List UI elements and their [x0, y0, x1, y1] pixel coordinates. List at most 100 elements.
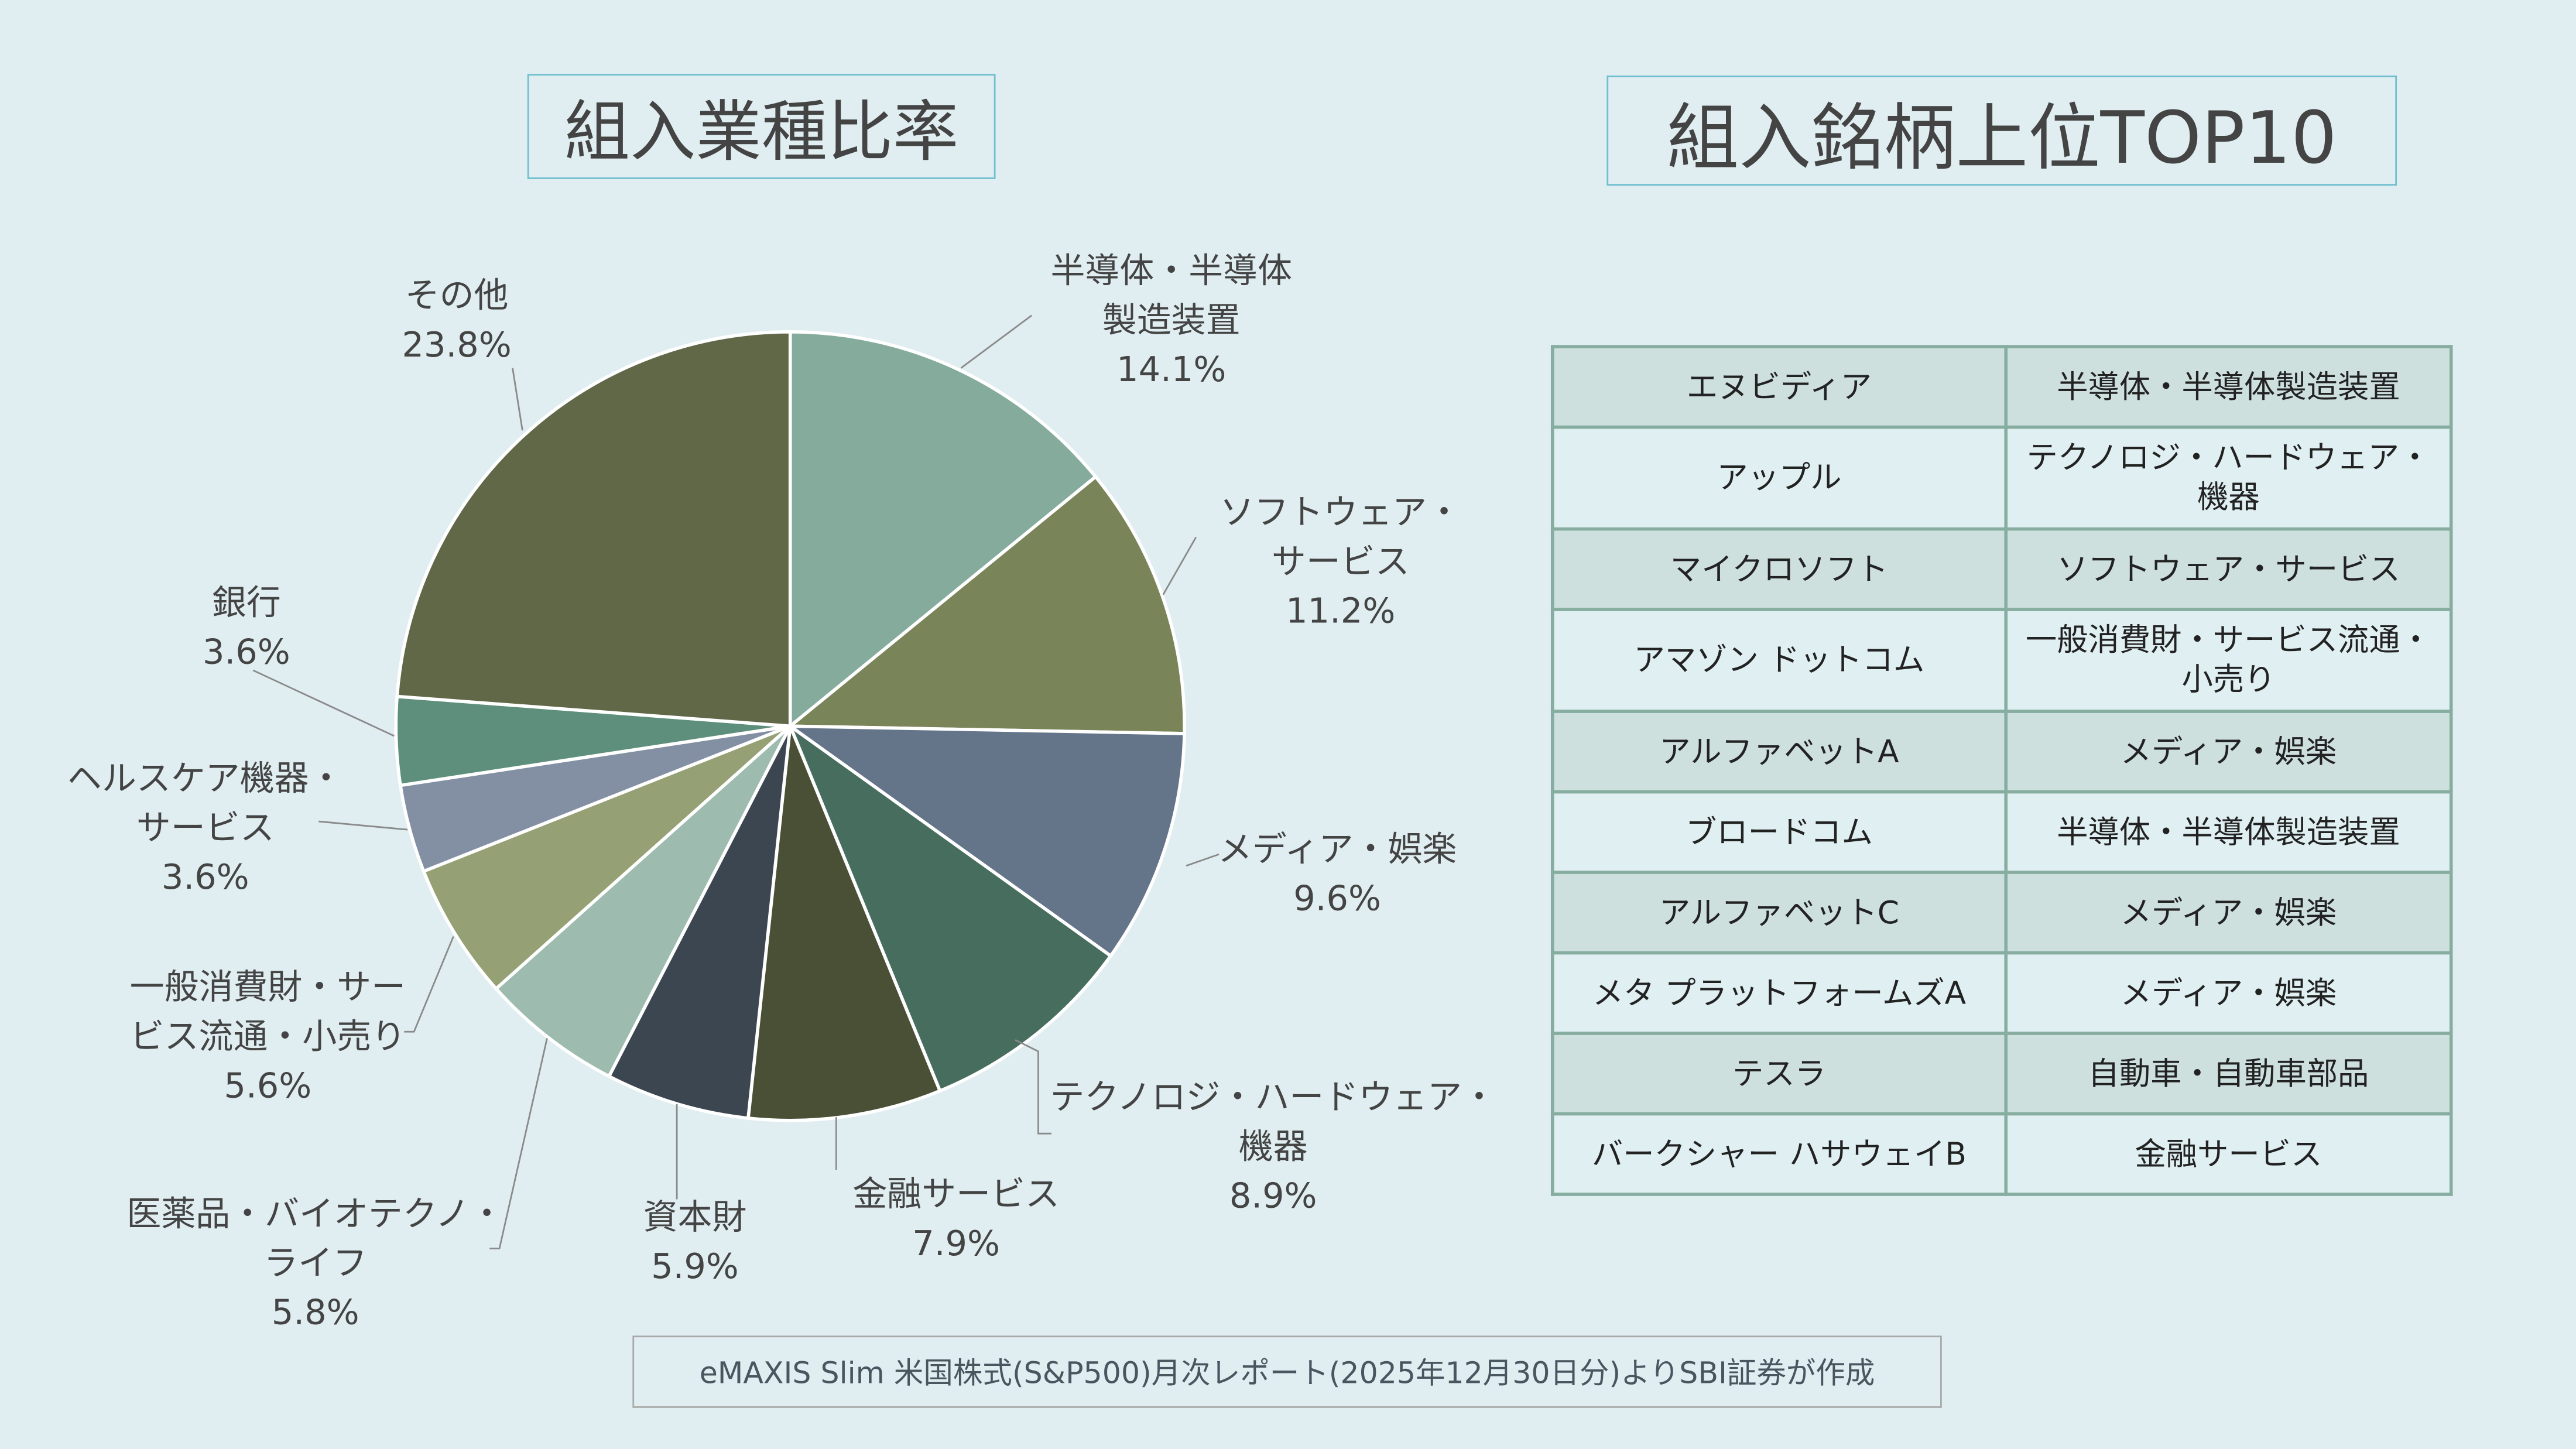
stock-sector: 自動車・自動車部品 — [2004, 1032, 2453, 1116]
table-row: アルファベットA メディア・娯楽 — [1550, 710, 2453, 794]
slice-label: 半導体・半導体 製造装置 14.1% — [1051, 246, 1292, 395]
slice-label-text: サービス — [136, 808, 275, 848]
stock-name: エヌビディア — [1550, 345, 2008, 429]
table-row: バークシャー ハサウェイB 金融サービス — [1550, 1112, 2453, 1196]
leader-line — [404, 936, 454, 1033]
slice-label-text: サービス — [1271, 542, 1410, 582]
pie-slice — [786, 721, 1113, 1093]
table-row: マイクロソフト ソフトウェア・サービス — [1550, 527, 2453, 611]
pie-slice — [494, 725, 792, 1079]
table-row: エヌビディア 半導体・半導体製造装置 — [1550, 345, 2453, 429]
slice-label: 資本財 5.9% — [643, 1193, 747, 1291]
leader-line — [489, 1038, 548, 1250]
stock-sector: メディア・娯楽 — [2004, 871, 2453, 955]
slice-label-text: ヘルスケア機器・ — [67, 759, 344, 799]
slice-label: メディア・娯楽 9.6% — [1218, 825, 1457, 923]
slice-value: 3.6% — [203, 632, 290, 672]
slice-value: 7.9% — [912, 1224, 1000, 1263]
slice-value: 9.6% — [1293, 879, 1382, 919]
slice-label: その他 23.8% — [402, 271, 511, 369]
table-row: テスラ 自動車・自動車部品 — [1550, 1032, 2453, 1116]
slice-label: ヘルスケア機器・ サービス 3.6% — [67, 754, 343, 902]
slice-value: 5.9% — [651, 1246, 739, 1287]
slice-value: 14.1% — [1116, 350, 1227, 390]
slice-value: 11.2% — [1286, 591, 1396, 631]
pie-slice — [786, 474, 1186, 735]
slice-value: 8.9% — [1229, 1176, 1317, 1216]
sector-line: メディア・娯楽 — [2120, 975, 2337, 1012]
stock-name: メタ プラットフォームズA — [1550, 951, 2008, 1035]
sector-line: メディア・娯楽 — [2120, 733, 2337, 770]
sector-line: 半導体・半導体製造装置 — [2057, 814, 2400, 851]
stock-name: アルファベットC — [1550, 871, 2008, 955]
leader-line — [318, 820, 408, 831]
sector-line: テクノロジ・ハードウェア・ — [2026, 440, 2431, 477]
pie-slice — [421, 724, 792, 991]
table-row: メタ プラットフォームズA メディア・娯楽 — [1550, 951, 2453, 1035]
leader-line — [512, 368, 523, 431]
stock-sector: テクノロジ・ハードウェア・ 機器 — [2004, 425, 2453, 531]
table-row: アップル テクノロジ・ハードウェア・ 機器 — [1550, 425, 2453, 531]
leader-line — [960, 314, 1033, 369]
stock-name: アマゾン ドットコム — [1550, 608, 2008, 713]
table-row: アマゾン ドットコム 一般消費財・サービス流通・ 小売り — [1550, 608, 2453, 713]
stock-name: マイクロソフト — [1550, 527, 2008, 611]
sector-line: ソフトウェア・サービス — [2057, 551, 2400, 588]
slice-label-text: 金融サービス — [852, 1174, 1060, 1214]
slice-label-text: ソフトウェア・ — [1220, 492, 1462, 533]
pie-slice — [395, 330, 792, 728]
top10-table: エヌビディア 半導体・半導体製造装置 アップル テクノロジ・ハードウェア・ 機器 マイクロ… — [1550, 345, 2453, 1196]
slice-label: 一般消費財・サー ビス流通・小売り 5.6% — [130, 962, 406, 1111]
slice-label-text: メディア・娯楽 — [1217, 830, 1457, 869]
slice-label: テクノロジ・ハードウェア・ 機器 8.9% — [1050, 1073, 1496, 1221]
stock-name: ブロードコム — [1550, 790, 2008, 874]
leader-line — [1186, 853, 1220, 867]
pie-slice — [607, 725, 792, 1121]
sector-line: 半導体・半導体製造装置 — [2057, 368, 2400, 405]
leader-lines — [252, 314, 1220, 1250]
slice-value: 5.6% — [224, 1066, 312, 1106]
stock-sector: メディア・娯楽 — [2004, 951, 2453, 1035]
pie-slice — [746, 725, 943, 1122]
table-row: ブロードコム 半導体・半導体製造装置 — [1550, 790, 2453, 874]
stock-sector: 半導体・半導体製造装置 — [2004, 790, 2453, 874]
stock-sector: 金融サービス — [2004, 1112, 2453, 1196]
slice-value: 3.6% — [161, 857, 249, 898]
leader-line — [252, 669, 395, 737]
pie-slice — [785, 724, 1186, 958]
slice-label: 金融サービス 7.9% — [852, 1170, 1060, 1268]
source-note: eMAXIS Slim 米国株式(S&P500)月次レポート(2025年12月3… — [632, 1335, 1942, 1408]
stock-name: バークシャー ハサウェイB — [1550, 1112, 2008, 1196]
stock-sector: ソフトウェア・サービス — [2004, 527, 2453, 611]
slice-label-text: ライフ — [263, 1244, 368, 1283]
sector-line: 自動車・自動車部品 — [2088, 1055, 2369, 1092]
slice-label-text: 資本財 — [643, 1197, 747, 1237]
slice-label-text: 一般消費財・サー — [129, 967, 406, 1008]
sector-chart-title: 組入業種比率 — [527, 74, 996, 179]
slice-label-text: その他 — [405, 276, 509, 316]
sector-line: メディア・娯楽 — [2120, 894, 2337, 931]
pie-slice — [788, 330, 1098, 730]
stock-sector: 一般消費財・サービス流通・ 小売り — [2004, 608, 2453, 713]
slice-label-text: テクノロジ・ハードウェア・ — [1050, 1077, 1497, 1118]
stock-name: テスラ — [1550, 1032, 2008, 1116]
leader-line — [1015, 1039, 1051, 1135]
slice-label-text: 半導体・半導体 — [1050, 251, 1292, 291]
sector-line: 一般消費財・サービス流通・ — [2025, 622, 2432, 659]
sector-line: 機器 — [2197, 479, 2260, 516]
stock-name: アルファベットA — [1550, 710, 2008, 794]
leader-line — [1162, 536, 1197, 595]
slice-label-text: 製造装置 — [1102, 300, 1241, 340]
sector-line: 小売り — [2181, 662, 2276, 698]
stock-name: アップル — [1550, 425, 2008, 531]
slice-label: ソフトウェア・ サービス 11.2% — [1220, 488, 1461, 636]
table-row: アルファベットC メディア・娯楽 — [1550, 871, 2453, 955]
sector-line: 金融サービス — [2135, 1136, 2322, 1173]
slice-label-text: ビス流通・小売り — [129, 1016, 406, 1057]
slice-label-text: 医薬品・バイオテクノ・ — [126, 1194, 505, 1234]
slice-label: 銀行 3.6% — [203, 578, 290, 677]
slice-value: 23.8% — [402, 325, 512, 365]
stock-sector: メディア・娯楽 — [2004, 710, 2453, 794]
